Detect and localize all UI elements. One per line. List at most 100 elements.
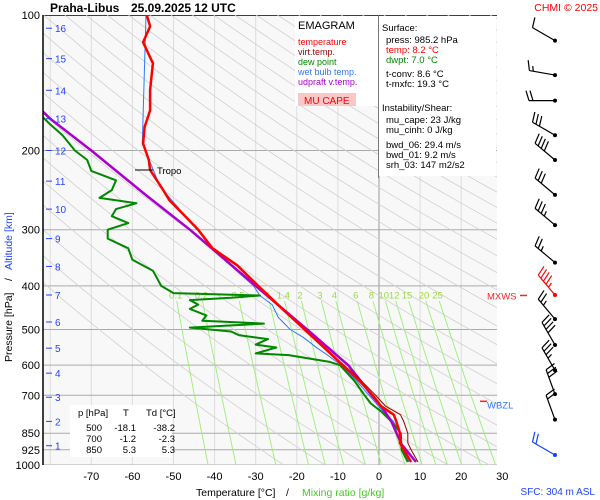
info-box xyxy=(379,16,496,176)
altitude-tick-label: 7 xyxy=(55,291,61,302)
mu-cape-button-label[interactable]: MU CAPE xyxy=(304,96,350,107)
dry-adiabat xyxy=(43,229,367,465)
profile-temperature xyxy=(141,15,413,463)
dry-adiabat xyxy=(43,204,408,465)
wind-barb-full xyxy=(542,272,550,282)
legend-item-dew-point: dew point xyxy=(298,57,337,67)
legend-title: EMAGRAM xyxy=(298,20,355,32)
wind-barb-full xyxy=(531,17,536,28)
wind-barb-staff xyxy=(532,27,556,42)
wind-barb-full xyxy=(540,173,546,184)
wind-barb-full xyxy=(540,269,548,279)
dry-adiabat xyxy=(170,15,497,224)
profile-dew-point xyxy=(43,115,409,463)
mixing-ratio-line xyxy=(300,300,345,466)
wind-barb-full xyxy=(540,203,546,214)
table-cell-td: -38.2 xyxy=(153,423,175,434)
wind-barb-full xyxy=(543,343,552,352)
grid xyxy=(43,15,497,465)
datetime-title: 25.09.2025 12 UTC xyxy=(131,1,236,15)
wind-barb xyxy=(531,431,557,457)
temperature-tick-label: 10 xyxy=(414,471,426,483)
wind-barb xyxy=(537,290,557,322)
wind-barb-full xyxy=(531,431,536,443)
pressure-tick-label: 600 xyxy=(22,360,40,372)
pressure-tick-label: 700 xyxy=(22,390,40,402)
dry-adiabat xyxy=(43,180,449,465)
mixing-ratio-line xyxy=(268,300,310,466)
wind-barb-full xyxy=(537,266,545,276)
level-table: p [hPa] T Td [°C] 500 -18.1 -38.2 700 -1… xyxy=(70,405,176,457)
mixing-ratio-line xyxy=(408,300,463,466)
altitude-tick-label: 12 xyxy=(55,146,67,157)
wind-barb-full xyxy=(537,170,543,181)
table-cell-p: 500 xyxy=(86,423,102,434)
wind-barb-full xyxy=(547,366,557,374)
legend-item-wet-bulb: wet bulb temp. xyxy=(297,67,357,77)
dry-adiabat xyxy=(43,113,497,426)
wind-barb-half xyxy=(540,246,544,252)
mixing-ratio-label: 25 xyxy=(432,290,443,301)
legend-item-virt-temp: virt.temp. xyxy=(298,47,335,57)
dry-adiabat xyxy=(107,15,497,274)
mixing-ratio-line xyxy=(320,300,366,466)
pressure-tick-label: 850 xyxy=(22,428,40,440)
wind-barb-staff xyxy=(541,347,556,371)
dry-adiabat xyxy=(43,281,285,465)
table-header-p: p [hPa] xyxy=(78,408,108,419)
bwd-01-value: bwd_01: 9.2 m/s xyxy=(386,150,456,161)
wind-barb-full xyxy=(534,236,540,247)
wbzl-label: WBZL xyxy=(487,400,513,411)
wind-barb-full xyxy=(541,314,550,323)
temperature-tick-label: 0 xyxy=(376,471,382,483)
surface-elevation: SFC: 304 m ASL xyxy=(521,487,596,498)
mixing-ratio-label: 4 xyxy=(332,290,337,301)
wind-barb-full xyxy=(537,290,545,300)
wind-barb-full xyxy=(531,111,536,123)
dry-adiabat xyxy=(149,15,497,240)
wind-barb-staff xyxy=(541,322,556,346)
instability-title: Instability/Shear: xyxy=(382,103,452,114)
wind-barb-full xyxy=(545,363,555,371)
srh-03-value: srh_03: 147 m2/s2 xyxy=(386,160,465,171)
wind-barb-staff xyxy=(545,395,556,420)
wind-barb-staff xyxy=(534,142,556,161)
altitude-tick-label: 11 xyxy=(55,177,66,188)
altitude-tick-label: 15 xyxy=(55,55,67,66)
surface-info: Surface: press: 985.2 hPa temp: 8.2 °C d… xyxy=(378,15,496,178)
mu-cape-button[interactable] xyxy=(298,93,356,106)
t-conv: t-conv: 8.6 °C xyxy=(386,69,444,80)
t-mxfc: t-mxfc: 19.3 °C xyxy=(386,79,449,90)
wind-barb-staff xyxy=(532,121,556,136)
mixing-ratio-label: 8 xyxy=(369,290,374,301)
station-title: Praha-Libus xyxy=(50,1,120,15)
table-row: 500 -18.1 -38.2 xyxy=(86,423,175,434)
surface-press: press: 985.2 hPa xyxy=(386,35,459,46)
table-cell-t: -1.2 xyxy=(120,434,136,445)
wind-barb-half xyxy=(543,211,547,217)
altitude-tick-label: 1 xyxy=(55,442,61,453)
credit: CHMI © 2025 xyxy=(534,2,598,14)
sounding-profiles xyxy=(43,15,419,463)
mixing-ratio-label: 0.2 xyxy=(195,290,208,301)
mixing-ratio-label: 20 xyxy=(419,290,430,301)
altitude-tick-label: 10 xyxy=(55,205,67,216)
wind-barb-staff xyxy=(534,245,556,264)
wind-barb-full xyxy=(529,90,534,101)
dry-adiabat xyxy=(43,15,497,327)
mixing-ratio-line xyxy=(356,300,406,466)
pressure-tick-label: 500 xyxy=(22,325,40,337)
altitude-tick-label: 3 xyxy=(55,393,61,404)
mixing-ratio-line xyxy=(395,300,448,466)
wind-barb-staff xyxy=(529,69,556,76)
pressure-tick-label: 1000 xyxy=(16,460,40,472)
wind-barb-full xyxy=(540,293,548,303)
wind-barb-full xyxy=(540,138,546,149)
temperature-tick-label: -50 xyxy=(166,471,182,483)
y-axis-label-altitude: Altitude [km] xyxy=(3,212,15,270)
mixing-ratio-label: 1.4 xyxy=(277,290,290,301)
surface-dwpt: dwpt: 7.0 °C xyxy=(386,55,438,66)
mixing-ratio-line xyxy=(384,300,437,466)
wind-barb-staff xyxy=(537,298,556,320)
